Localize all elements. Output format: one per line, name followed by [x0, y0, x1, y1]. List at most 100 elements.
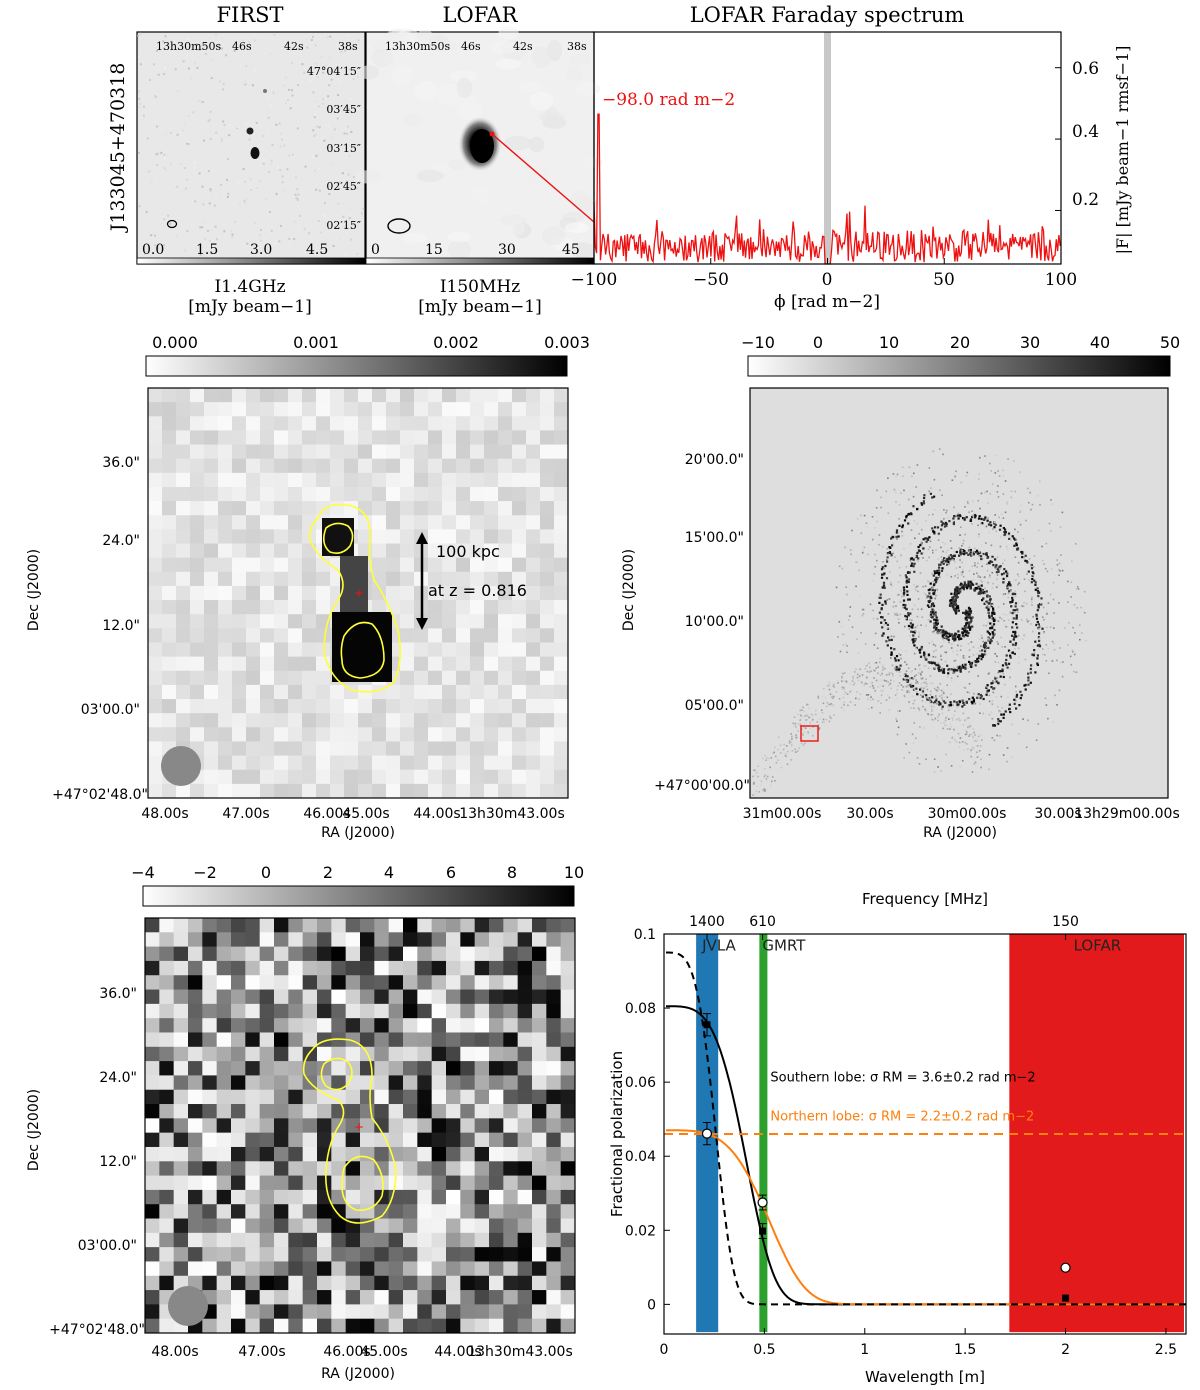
galaxy-tidal-pixel [770, 780, 773, 783]
mid-left-pixel [414, 699, 429, 714]
galaxy-arm-pixel [974, 516, 977, 519]
galaxy-arm-pixel [984, 516, 987, 519]
galaxy-arm-pixel [1015, 614, 1018, 617]
bot-left-pixel [417, 1018, 432, 1033]
bot-left-pixel [503, 1275, 518, 1291]
galaxy-tidal-pixel [880, 694, 883, 697]
lofar-noise [353, 26, 603, 259]
galaxy-halo-pixel [1043, 631, 1045, 633]
bot-left-pixel [317, 1175, 332, 1191]
bot-left-pixel [159, 1318, 174, 1334]
galaxy-arm-pixel [964, 630, 967, 633]
bot-left-pixel [345, 1204, 361, 1219]
bot-left-pixel [360, 1232, 375, 1248]
northern-lobe-point [1060, 1262, 1071, 1273]
galaxy-tidal-pixel [833, 686, 836, 688]
galaxy-tidal-pixel [841, 677, 843, 679]
mid-left-pixel [414, 684, 429, 700]
galaxy-arm-pixel [949, 604, 952, 607]
galaxy-halo-pixel [851, 529, 853, 532]
bot-left-pixel [302, 1218, 318, 1234]
bot-left-pixel [560, 1003, 576, 1019]
bot-left-pixel [417, 1104, 432, 1119]
mid-left-pixel [414, 430, 429, 445]
bot-left-pixel [188, 960, 203, 976]
mid-left-pixel [330, 699, 345, 714]
mid-left-pixel [386, 769, 401, 785]
bot-left-pixel [345, 1189, 361, 1205]
galaxy-arm-pixel [885, 577, 889, 580]
galaxy-halo-pixel [882, 666, 884, 669]
bot-left-pixel [546, 1247, 561, 1262]
bot-left-pixel [460, 946, 475, 962]
galaxy-tidal-pixel [792, 722, 795, 725]
galaxy-halo-pixel [1019, 511, 1022, 513]
mid-left-pixel [400, 684, 415, 700]
galaxy-arm-pixel [1036, 644, 1039, 647]
galaxy-halo-pixel [997, 496, 1000, 498]
mid-left-dec-tick-2: 12.0" [102, 618, 140, 634]
galaxy-tidal-pixel [895, 670, 898, 673]
galaxy-tidal-pixel [852, 675, 854, 678]
galaxy-tidal-pixel [917, 671, 920, 674]
mid-left-pixel [148, 727, 163, 742]
galaxy-halo-pixel [916, 757, 919, 759]
galaxy-arm-pixel [995, 571, 998, 574]
galaxy-arm-pixel [953, 670, 956, 673]
first-noise-speck [152, 63, 155, 66]
first-noise-speck [249, 178, 252, 181]
galaxy-halo-pixel [878, 543, 880, 546]
galaxy-tidal-pixel [802, 744, 805, 746]
bot-left-dec-tick-3: 03'00.0" [78, 1238, 137, 1254]
lofar-noise-blob [416, 30, 434, 42]
mid-left-pixel [400, 614, 415, 629]
first-noise-speck [317, 219, 320, 222]
galaxy-tidal-pixel [806, 703, 809, 706]
galaxy-halo-pixel [927, 548, 930, 551]
faraday-y-tick-2: 0.6 [1072, 59, 1099, 79]
first-noise-speck [344, 49, 347, 52]
galaxy-halo-pixel [890, 581, 892, 584]
galaxy-tidal-pixel [791, 735, 793, 738]
mid-left-pixel [288, 557, 303, 573]
galaxy-arm-pixel [988, 614, 991, 617]
galaxy-arm-pixel [936, 526, 940, 529]
galaxy-arm-pixel [978, 591, 981, 594]
mid-left-pixel [484, 600, 499, 615]
galaxy-tidal-pixel [805, 703, 808, 706]
galaxy-halo-pixel [913, 722, 916, 724]
galaxy-halo-pixel [869, 603, 872, 606]
galaxy-halo-pixel [946, 676, 949, 678]
mid-left-pixel [204, 755, 219, 771]
mid-left-pixel [442, 402, 457, 417]
bot-left-pixel [374, 1075, 389, 1091]
galaxy-arm-pixel [954, 588, 957, 591]
mid-left-pixel [316, 557, 331, 573]
galaxy-halo-pixel [890, 657, 892, 659]
bot-left-pixel [374, 1204, 389, 1219]
mid-left-pixel [246, 769, 261, 785]
galaxy-arm-pixel [881, 573, 884, 576]
galaxy-halo-pixel [973, 573, 975, 575]
mid-left-pixel [218, 727, 233, 742]
galaxy-tidal-pixel [794, 748, 796, 751]
bot-left-pixel [288, 1146, 303, 1162]
galaxy-arm-pixel [1008, 590, 1011, 593]
galaxy-halo-pixel [978, 638, 981, 640]
bot-left-pixel [388, 946, 404, 962]
galaxy-halo-pixel [1020, 619, 1023, 621]
galaxy-halo-pixel [953, 506, 955, 509]
galaxy-halo-pixel [895, 475, 897, 478]
galaxy-arm-pixel [972, 553, 975, 556]
galaxy-arm-pixel [949, 557, 952, 560]
galaxy-halo-pixel [1042, 648, 1044, 650]
bot-left-pixel [345, 1161, 361, 1176]
galaxy-halo-pixel [929, 540, 932, 543]
pol-y-tick: 0.02 [625, 1223, 656, 1239]
bot-left-pixel [474, 975, 490, 990]
mid-left-pixel [190, 571, 205, 587]
first-noise-speck [281, 175, 284, 178]
galaxy-halo-pixel [931, 549, 934, 552]
bot-left-pixel [173, 1003, 189, 1019]
first-noise-speck [270, 159, 273, 162]
